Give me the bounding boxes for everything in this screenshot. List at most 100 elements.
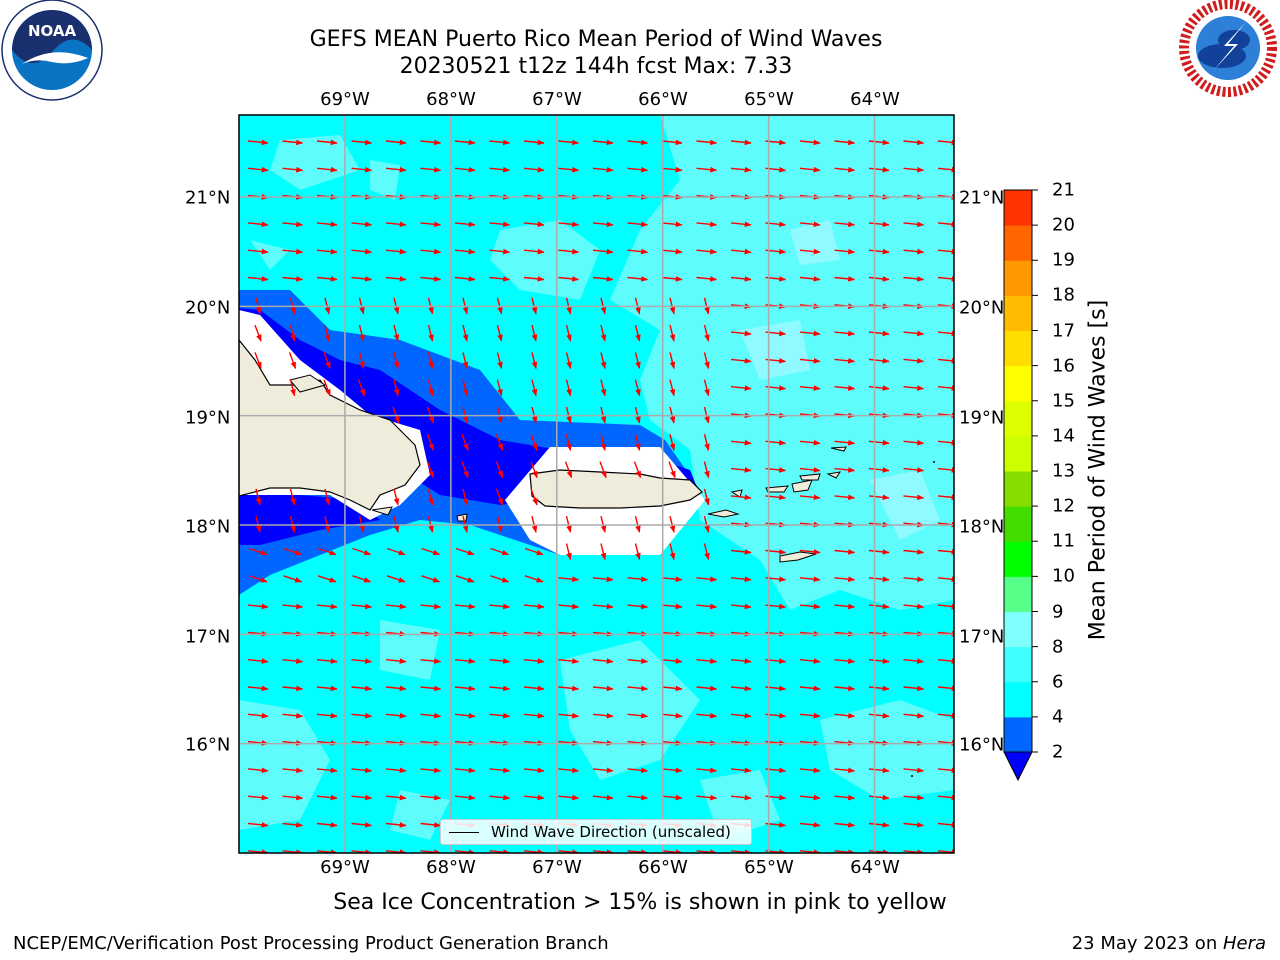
wave-direction-arrow bbox=[669, 434, 676, 451]
wave-direction-arrow bbox=[282, 276, 304, 282]
wave-direction-arrow bbox=[669, 379, 676, 397]
wave-direction-arrow bbox=[358, 516, 365, 533]
footer-host: Hera bbox=[1222, 933, 1266, 954]
wave-direction-arrow bbox=[282, 139, 304, 146]
noaa-logo-text: NOAA bbox=[28, 22, 77, 40]
wave-direction-arrow bbox=[351, 767, 373, 774]
wave-direction-arrow bbox=[903, 439, 925, 446]
wave-direction-arrow bbox=[730, 794, 752, 801]
wave-direction-arrow bbox=[661, 712, 683, 719]
wave-direction-arrow bbox=[489, 603, 511, 610]
wave-direction-arrow bbox=[903, 494, 925, 501]
colorbar-title: Mean Period of Wind Waves [s] bbox=[1085, 299, 1111, 641]
wave-direction-arrow bbox=[393, 324, 400, 342]
colorbar-tick-label: 19 bbox=[1052, 249, 1075, 271]
colorbar-segment bbox=[1004, 646, 1032, 683]
land-puerto-rico bbox=[529, 469, 703, 509]
wave-direction-arrow bbox=[351, 166, 373, 173]
wave-direction-arrow bbox=[903, 166, 925, 173]
wave-direction-arrow bbox=[254, 324, 262, 342]
wave-direction-arrow bbox=[393, 488, 400, 506]
wave-direction-arrow bbox=[903, 822, 925, 828]
wave-direction-arrow bbox=[834, 385, 856, 391]
wave-direction-arrow bbox=[937, 849, 954, 853]
wave-direction-arrow bbox=[799, 549, 821, 555]
wave-direction-arrow bbox=[316, 685, 338, 692]
wave-direction-arrow bbox=[661, 794, 683, 801]
wave-direction-arrow bbox=[489, 767, 511, 774]
wave-direction-arrow bbox=[454, 712, 476, 719]
colorbar-segment bbox=[1004, 681, 1032, 718]
land-isla-saona bbox=[371, 506, 393, 516]
wave-direction-arrow bbox=[903, 658, 925, 664]
wave-direction-arrow bbox=[668, 461, 676, 479]
wave-direction-arrow bbox=[420, 603, 442, 610]
wave-direction-arrow bbox=[661, 221, 683, 228]
wave-direction-arrow bbox=[489, 166, 511, 173]
wave-direction-arrow bbox=[427, 352, 434, 370]
wave-direction-arrow bbox=[627, 166, 649, 173]
wave-direction-arrow bbox=[357, 379, 366, 397]
wave-direction-arrow bbox=[248, 575, 268, 583]
wave-direction-arrow bbox=[283, 547, 303, 556]
wave-direction-arrow bbox=[565, 379, 572, 397]
wave-direction-arrow bbox=[282, 166, 304, 173]
wave-direction-arrow bbox=[558, 248, 580, 255]
wave-direction-arrow bbox=[696, 712, 718, 719]
wave-direction-arrow bbox=[531, 516, 538, 533]
wave-direction-arrow bbox=[868, 822, 890, 828]
colorbar-tick-label: 16 bbox=[1052, 355, 1075, 377]
wave-direction-arrow bbox=[592, 248, 614, 255]
wave-direction-arrow bbox=[385, 767, 407, 774]
wave-direction-arrow bbox=[247, 276, 269, 282]
land-st-thomas bbox=[765, 485, 789, 493]
wave-direction-arrow bbox=[386, 575, 406, 583]
wave-direction-arrow bbox=[696, 685, 718, 692]
wave-direction-arrow bbox=[385, 248, 407, 255]
wave-direction-arrow bbox=[634, 543, 641, 561]
land-st-john bbox=[791, 479, 813, 493]
land-mona-island bbox=[456, 513, 468, 522]
wave-direction-arrow bbox=[799, 385, 821, 391]
wave-direction-arrow bbox=[937, 603, 954, 610]
wave-direction-arrow bbox=[903, 330, 925, 337]
wave-direction-arrow bbox=[696, 139, 718, 146]
wave-direction-arrow bbox=[696, 603, 718, 610]
wave-direction-arrow bbox=[696, 658, 718, 664]
wave-direction-arrow bbox=[385, 794, 407, 801]
wave-direction-arrow bbox=[703, 379, 710, 397]
wave-direction-arrow bbox=[937, 767, 954, 774]
wave-direction-arrow bbox=[903, 276, 925, 282]
wave-direction-arrow bbox=[730, 576, 752, 582]
wave-direction-arrow bbox=[669, 352, 676, 370]
wave-direction-arrow bbox=[799, 767, 821, 774]
wave-direction-arrow bbox=[420, 822, 442, 828]
colorbar-segment bbox=[1004, 716, 1032, 753]
colorbar-tick-label: 20 bbox=[1052, 214, 1075, 236]
wave-direction-arrow bbox=[799, 603, 821, 610]
wave-direction-arrow bbox=[868, 712, 890, 719]
wave-direction-arrow bbox=[592, 166, 614, 173]
sea-ice-note: Sea Ice Concentration > 15% is shown in … bbox=[333, 890, 947, 915]
colorbar-segment bbox=[1004, 471, 1032, 507]
wave-direction-arrow bbox=[903, 467, 925, 473]
wave-direction-arrow bbox=[523, 767, 545, 774]
wave-direction-arrow bbox=[592, 276, 614, 282]
wave-direction-arrow bbox=[696, 576, 718, 582]
wave-direction-arrow bbox=[490, 575, 510, 583]
wave-direction-arrow bbox=[937, 685, 954, 692]
wave-direction-arrow bbox=[937, 221, 954, 228]
wave-direction-arrow bbox=[455, 547, 475, 556]
wave-direction-arrow bbox=[323, 352, 331, 370]
wave-direction-arrow bbox=[868, 467, 890, 473]
wave-direction-arrow bbox=[324, 324, 331, 342]
wave-direction-arrow bbox=[696, 248, 718, 255]
wave-direction-arrow bbox=[385, 822, 407, 828]
wave-direction-arrow bbox=[531, 379, 538, 397]
wave-direction-arrow bbox=[937, 357, 954, 364]
wave-direction-arrow bbox=[426, 461, 435, 479]
wave-direction-arrow bbox=[558, 276, 580, 282]
lon-label-bottom: 69°W bbox=[320, 857, 370, 878]
wave-direction-arrow bbox=[255, 488, 262, 506]
wave-direction-arrow bbox=[799, 166, 821, 173]
